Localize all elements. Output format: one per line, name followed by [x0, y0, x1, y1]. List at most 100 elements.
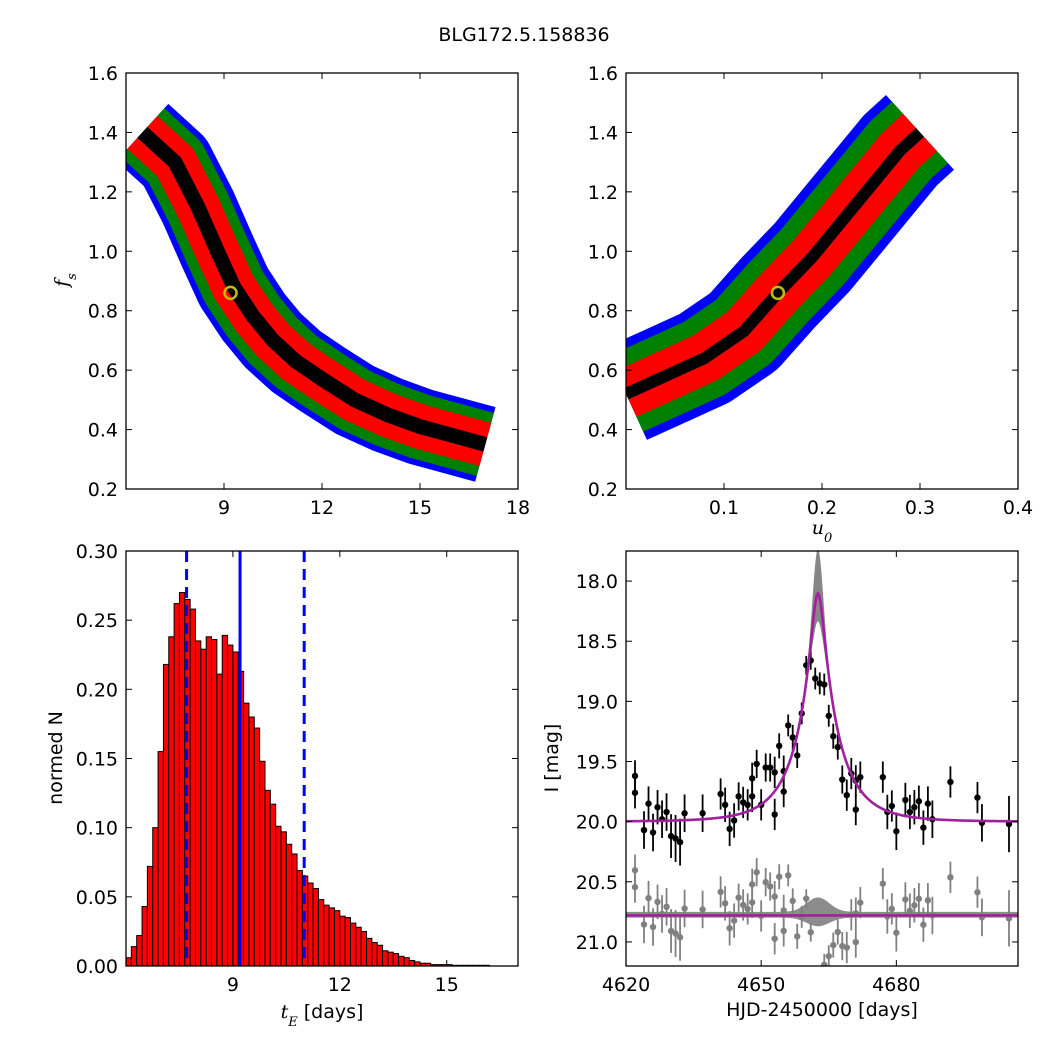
hist-bar [178, 592, 186, 967]
residual-point [794, 933, 801, 940]
data-point [726, 825, 733, 833]
data-point [654, 804, 661, 811]
data-point [794, 752, 801, 759]
residual-band [626, 897, 1018, 927]
hist-bar [194, 640, 202, 967]
hist-bar [269, 803, 277, 967]
hist-bar [285, 843, 293, 967]
data-point [717, 790, 724, 798]
residual-point [748, 899, 756, 906]
residual-point [744, 905, 751, 913]
data-point [834, 743, 841, 751]
tE-xlabel: tE [days] [281, 1001, 364, 1030]
residual-point [974, 889, 981, 896]
residual-point [780, 927, 787, 935]
hist-bar [141, 906, 148, 967]
hist-bar [328, 907, 335, 967]
hist-bar [392, 953, 400, 967]
hist-bar [323, 904, 330, 967]
data-point [762, 764, 769, 771]
hist-bar [162, 663, 170, 967]
hist-bar [259, 760, 266, 967]
hist-bar [350, 922, 357, 967]
figure-title: BLG172.5.158836 [438, 24, 609, 46]
data-point [879, 773, 887, 781]
mag-ylabel: I [mag] [541, 724, 563, 793]
residual-point [771, 935, 778, 942]
residual-point [771, 893, 778, 900]
p4-ytick-label: 18.0 [576, 571, 618, 593]
hist-bar [253, 727, 261, 967]
p3-xtick-label: 12 [328, 974, 352, 996]
hist-bar [366, 937, 373, 967]
residual-point [789, 897, 796, 905]
p2-ytick-label: 0.6 [588, 360, 618, 382]
hist-bar [387, 951, 394, 967]
hist-bar [312, 888, 319, 967]
data-point [771, 811, 778, 818]
normed-n-ylabel: normed N [45, 711, 67, 805]
hist-bar [216, 673, 223, 967]
data-point [911, 804, 918, 811]
hist-bar [130, 946, 138, 967]
residual-point [879, 880, 887, 887]
residual-point [676, 934, 684, 941]
hist-bar [339, 915, 346, 967]
residual-point [721, 900, 729, 907]
p3-ytick-label: 0.15 [76, 749, 118, 771]
p1-xtick-label: 12 [310, 497, 334, 519]
hist-bar [211, 639, 218, 967]
residual-point [821, 961, 828, 966]
data-point [821, 681, 828, 688]
data-point [839, 776, 846, 783]
fs-vs-u0-panel: 0.1 0.2 0.3 0.4 0.2 0.4 0.6 0.8 1.0 1.2 1.4 1.6 [588, 63, 1033, 519]
residual-point [812, 987, 818, 993]
hist-bar [317, 899, 325, 967]
data-point [974, 794, 981, 801]
hist-bar [243, 702, 250, 967]
hist-bar [221, 634, 229, 967]
p4-ytick-label: 18.5 [576, 631, 618, 653]
p4-ytick-label: 20.0 [576, 812, 618, 834]
p4-ytick-label: 20.5 [576, 872, 618, 894]
hist-bar [296, 870, 303, 967]
p4-frame [625, 550, 1019, 967]
p1-xtick-label: 18 [506, 497, 530, 519]
p2-ytick-label: 1.4 [588, 122, 618, 144]
p4-xtick-label: 4680 [872, 974, 920, 996]
data-point [780, 788, 787, 795]
residual-point [753, 869, 760, 876]
residual-point [717, 888, 724, 896]
residual-point [807, 929, 814, 936]
residual-point [766, 883, 774, 890]
p2-regions [626, 95, 954, 440]
p4-ytick-label: 19.5 [576, 752, 618, 774]
residual-point [906, 907, 914, 914]
data-point [915, 798, 923, 805]
p3-ytick-label: 0.10 [76, 818, 118, 840]
residual-point [902, 896, 909, 903]
hist-bar [264, 789, 271, 967]
p4-xtick-label: 4650 [737, 974, 785, 996]
p1-ytick-label: 1.6 [88, 63, 118, 85]
data-point [857, 773, 864, 781]
residual-point [730, 917, 738, 924]
hist-bar [200, 648, 207, 967]
hist-bar [280, 831, 287, 967]
model-band [795, 551, 841, 745]
p2-xtick-label: 0.4 [1003, 497, 1033, 519]
data-point [649, 829, 657, 836]
hist-bar [173, 603, 180, 967]
fs-vs-tE-panel: 9 12 15 18 0.2 0.4 0.6 0.8 1.0 1.2 1.4 1.6 [88, 63, 530, 519]
p1-regions [126, 103, 496, 482]
residual-point [893, 929, 900, 936]
p4-ytick-label: 19.0 [576, 691, 618, 713]
p3-xtick-label: 9 [227, 974, 239, 996]
residual-point [739, 901, 747, 909]
p2-ytick-label: 1.2 [588, 182, 618, 204]
residual-point [640, 921, 648, 928]
p3-ytick-label: 0.30 [76, 541, 118, 563]
hist-bar [382, 950, 389, 967]
p2-xtick-label: 0.2 [807, 497, 837, 519]
hist-bar [157, 751, 164, 967]
